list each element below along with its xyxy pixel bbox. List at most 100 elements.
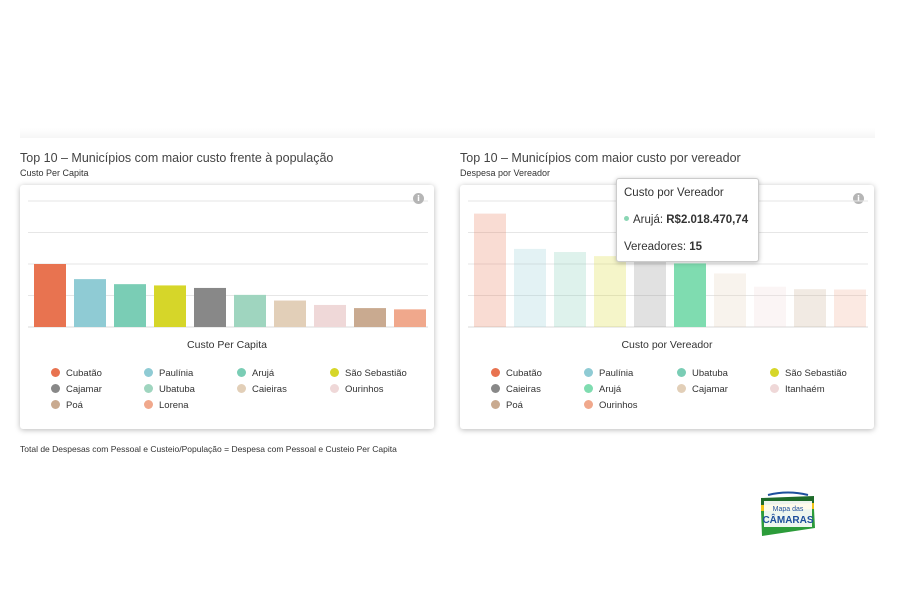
legend-item[interactable]: Caieiras <box>237 383 287 397</box>
legend-dot-icon <box>144 368 153 377</box>
bar-paul-nia[interactable] <box>74 279 106 327</box>
tooltip-count-label: Vereadores: <box>624 241 687 253</box>
tooltip-count-row: Vereadores: 15 <box>624 241 702 253</box>
legend-dot-icon <box>51 368 60 377</box>
bar-caieiras[interactable] <box>274 300 306 327</box>
legend-item[interactable]: Paulínia <box>584 367 633 381</box>
bar-po-[interactable] <box>354 308 386 327</box>
legend-label: Ourinhos <box>599 400 638 411</box>
legend-label: Poá <box>506 400 523 411</box>
legend-dot-icon <box>584 400 593 409</box>
logo-line1: Mapa das <box>773 506 804 513</box>
legend-label: Ubatuba <box>159 384 195 395</box>
legend-label: Caieiras <box>252 384 287 395</box>
legend-label: São Sebastião <box>345 368 407 379</box>
legend-item[interactable]: Paulínia <box>144 367 193 381</box>
bar-cajamar[interactable] <box>194 287 226 327</box>
tooltip-title: Custo por Vereador <box>624 187 724 199</box>
legend-dot-icon <box>51 400 60 409</box>
legend-label: Arujá <box>599 384 622 395</box>
chart-caption: Custo por Vereador <box>621 339 713 351</box>
legend-dot-icon <box>144 400 153 409</box>
bar-aruj-[interactable] <box>674 263 706 327</box>
legend-item[interactable]: São Sebastião <box>330 367 407 381</box>
bar-cubat-o[interactable] <box>34 264 66 327</box>
legend-dot-icon <box>237 368 246 377</box>
legend-label: Poá <box>66 400 83 411</box>
bar-itanha-m[interactable] <box>754 286 786 327</box>
info-icon[interactable]: i <box>853 193 864 204</box>
legend-label: Lorena <box>159 400 189 411</box>
bar-aruj-[interactable] <box>114 284 146 327</box>
legend-label: Cajamar <box>66 384 102 395</box>
per-capita-chart <box>28 200 428 328</box>
legend-item[interactable]: Caieiras <box>491 383 541 397</box>
legend-label: Cubatão <box>66 368 102 379</box>
legend-item[interactable]: Cajamar <box>677 383 728 397</box>
section-title: Top 10 – Municípios com maior custo fren… <box>20 151 334 165</box>
legend-item[interactable]: Ubatuba <box>144 383 195 397</box>
legend-dot-icon <box>491 384 500 393</box>
legend-item[interactable]: Arujá <box>237 367 274 381</box>
legend-item[interactable]: Arujá <box>584 383 621 397</box>
tooltip-value: R$2.018.470,74 <box>666 214 749 226</box>
chart-card: Custo Per Capita Cubatão Paulínia Arujá São… <box>20 185 434 429</box>
bar-caieiras[interactable] <box>634 261 666 327</box>
legend-dot-icon <box>144 384 153 393</box>
legend-item[interactable]: Lorena <box>144 399 189 413</box>
bar-cubat-o[interactable] <box>474 213 506 327</box>
legend-label: Cubatão <box>506 368 542 379</box>
legend-item[interactable]: Ourinhos <box>584 399 638 413</box>
bar-ubatuba[interactable] <box>554 252 586 327</box>
legend-dot-icon <box>491 368 500 377</box>
legend-item[interactable]: Cajamar <box>51 383 102 397</box>
per-capita-section: Top 10 – Municípios com maior custo fren… <box>20 150 438 429</box>
bar-ourinhos[interactable] <box>834 289 866 327</box>
legend-item[interactable]: Poá <box>51 399 83 413</box>
legend-item[interactable]: Poá <box>491 399 523 413</box>
bar-paul-nia[interactable] <box>514 248 546 327</box>
bar-ubatuba[interactable] <box>234 294 266 327</box>
logo-line2: CÂMARAS <box>762 513 813 526</box>
legend-dot-icon <box>584 384 593 393</box>
legend-dot-icon <box>51 384 60 393</box>
legend-label: Itanhaém <box>785 384 825 395</box>
legend-item[interactable]: Ourinhos <box>330 383 384 397</box>
chart-tooltip: Custo por Vereador Arujá: R$2.018.470,74… <box>616 178 759 262</box>
legend-item[interactable]: São Sebastião <box>770 367 847 381</box>
legend-label: Ourinhos <box>345 384 384 395</box>
legend-dot-icon <box>770 384 779 393</box>
legend-label: São Sebastião <box>785 368 847 379</box>
tooltip-value-row: Arujá: R$2.018.470,74 <box>624 214 748 226</box>
legend-dot-icon <box>677 368 686 377</box>
series-dot-icon <box>624 216 629 221</box>
mapa-das-camaras-logo: Mapa das CÂMARAS <box>761 491 815 536</box>
legend-dot-icon <box>584 368 593 377</box>
legend-label: Cajamar <box>692 384 728 395</box>
info-icon[interactable]: i <box>413 193 424 204</box>
legend-label: Ubatuba <box>692 368 728 379</box>
bar-cajamar[interactable] <box>714 273 746 327</box>
bar-ourinhos[interactable] <box>314 304 346 327</box>
tooltip-count-value: 15 <box>689 241 703 253</box>
legend-dot-icon <box>237 384 246 393</box>
legend-dot-icon <box>677 384 686 393</box>
legend-dot-icon <box>330 384 339 393</box>
legend-item[interactable]: Cubatão <box>491 367 542 381</box>
legend-item[interactable]: Itanhaém <box>770 383 825 397</box>
bar-po-[interactable] <box>794 289 826 327</box>
section-title: Top 10 – Municípios com maior custo por … <box>460 151 741 165</box>
tooltip-series-label: Arujá: <box>633 214 664 226</box>
bar-lorena[interactable] <box>394 309 426 327</box>
legend-label: Paulínia <box>599 368 634 379</box>
legend-label: Paulínia <box>159 368 194 379</box>
bar-s-o-sebasti-o[interactable] <box>594 256 626 327</box>
chart-caption: Custo Per Capita <box>187 339 267 351</box>
legend-item[interactable]: Ubatuba <box>677 367 728 381</box>
section-subtitle: Despesa por Vereador <box>460 168 551 178</box>
bar-s-o-sebasti-o[interactable] <box>154 285 186 327</box>
legend-item[interactable]: Cubatão <box>51 367 102 381</box>
formula-note: Total de Despesas com Pessoal e Custeio/… <box>20 444 397 454</box>
legend-dot-icon <box>491 400 500 409</box>
legend-label: Caieiras <box>506 384 541 395</box>
